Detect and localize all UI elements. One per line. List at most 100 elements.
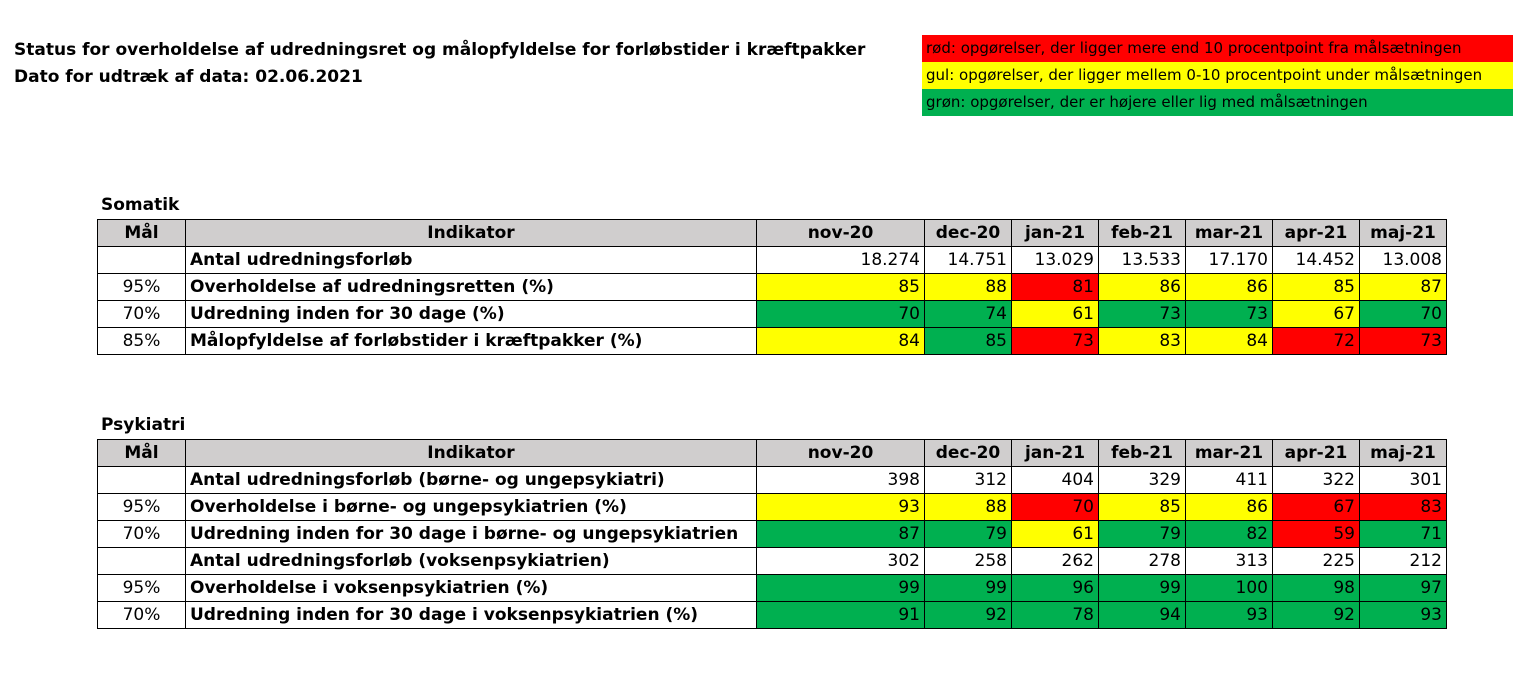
- value-cell: 97: [1359, 574, 1447, 602]
- legend-yellow: gul: opgørelser, der ligger mellem 0-10 …: [922, 62, 1513, 89]
- value-cell: 86: [1185, 493, 1273, 521]
- header-month: jan-21: [1011, 439, 1099, 467]
- value-cell: 18.274: [756, 246, 925, 274]
- value-cell: 85: [756, 273, 925, 301]
- goal-cell: 95%: [97, 273, 186, 301]
- legend-green: grøn: opgørelser, der er højere eller li…: [922, 89, 1513, 116]
- value-cell: 91: [756, 601, 925, 629]
- goal-cell: 95%: [97, 493, 186, 521]
- table-row: 70% Udredning inden for 30 dage (%) 70 74 61…: [97, 300, 1447, 328]
- header-month: dec-20: [924, 439, 1012, 467]
- value-cell: 13.008: [1359, 246, 1447, 274]
- value-cell: 79: [1098, 520, 1186, 548]
- value-cell: 85: [1272, 273, 1360, 301]
- table-row: Antal udredningsforløb (voksenpsykiatrie…: [97, 547, 1447, 575]
- value-cell: 78: [1011, 601, 1099, 629]
- value-cell: 70: [1011, 493, 1099, 521]
- value-cell: 67: [1272, 300, 1360, 328]
- value-cell: 87: [1359, 273, 1447, 301]
- value-cell: 17.170: [1185, 246, 1273, 274]
- indicator-cell: Antal udredningsforløb (voksenpsykiatrie…: [185, 547, 757, 575]
- value-cell: 99: [924, 574, 1012, 602]
- value-cell: 13.029: [1011, 246, 1099, 274]
- psykiatri-table: Mål Indikator nov-20 dec-20 jan-21 feb-21 mar-…: [97, 439, 1447, 629]
- header-month: mar-21: [1185, 219, 1273, 247]
- goal-cell: 85%: [97, 327, 186, 355]
- indicator-cell: Overholdelse i børne- og ungepsykiatrien…: [185, 493, 757, 521]
- header-month: apr-21: [1272, 439, 1360, 467]
- header-row: Mål Indikator nov-20 dec-20 jan-21 feb-21 mar-…: [97, 219, 1447, 247]
- value-cell: 87: [756, 520, 925, 548]
- value-cell: 74: [924, 300, 1012, 328]
- value-cell: 329: [1098, 466, 1186, 494]
- table-row: 70% Udredning inden for 30 dage i børne- …: [97, 520, 1447, 548]
- value-cell: 212: [1359, 547, 1447, 575]
- goal-cell: [97, 466, 186, 494]
- header-month: nov-20: [756, 219, 925, 247]
- table-row: Antal udredningsforløb (børne- og ungeps…: [97, 466, 1447, 494]
- goal-cell: 70%: [97, 520, 186, 548]
- value-cell: 93: [756, 493, 925, 521]
- value-cell: 61: [1011, 520, 1099, 548]
- indicator-cell: Udredning inden for 30 dage i børne- og …: [185, 520, 757, 548]
- value-cell: 278: [1098, 547, 1186, 575]
- value-cell: 92: [1272, 601, 1360, 629]
- goal-cell: [97, 547, 186, 575]
- value-cell: 99: [1098, 574, 1186, 602]
- table-row: 95% Overholdelse i børne- og ungepsykiatr…: [97, 493, 1447, 521]
- goal-cell: 95%: [97, 574, 186, 602]
- header-goal: Mål: [97, 219, 186, 247]
- value-cell: 225: [1272, 547, 1360, 575]
- value-cell: 81: [1011, 273, 1099, 301]
- value-cell: 312: [924, 466, 1012, 494]
- value-cell: 322: [1272, 466, 1360, 494]
- value-cell: 88: [924, 273, 1012, 301]
- value-cell: 14.452: [1272, 246, 1360, 274]
- value-cell: 61: [1011, 300, 1099, 328]
- table-row: 70% Udredning inden for 30 dage i voksenp…: [97, 601, 1447, 629]
- header-month: apr-21: [1272, 219, 1360, 247]
- indicator-cell: Målopfyldelse af forløbstider i kræftpak…: [185, 327, 757, 355]
- value-cell: 258: [924, 547, 1012, 575]
- value-cell: 411: [1185, 466, 1273, 494]
- value-cell: 85: [1098, 493, 1186, 521]
- section-label-psykiatri: Psykiatri: [101, 415, 186, 435]
- color-legend: rød: opgørelser, der ligger mere end 10 …: [922, 35, 1513, 116]
- value-cell: 73: [1359, 327, 1447, 355]
- header-month: feb-21: [1098, 439, 1186, 467]
- value-cell: 313: [1185, 547, 1273, 575]
- value-cell: 73: [1011, 327, 1099, 355]
- header-indicator: Indikator: [185, 439, 757, 467]
- goal-cell: 70%: [97, 300, 186, 328]
- value-cell: 96: [1011, 574, 1099, 602]
- value-cell: 398: [756, 466, 925, 494]
- header-row: Mål Indikator nov-20 dec-20 jan-21 feb-21 mar-…: [97, 439, 1447, 467]
- legend-red: rød: opgørelser, der ligger mere end 10 …: [922, 35, 1513, 62]
- header-month: mar-21: [1185, 439, 1273, 467]
- header-goal: Mål: [97, 439, 186, 467]
- value-cell: 404: [1011, 466, 1099, 494]
- value-cell: 86: [1185, 273, 1273, 301]
- value-cell: 93: [1359, 601, 1447, 629]
- indicator-cell: Udredning inden for 30 dage (%): [185, 300, 757, 328]
- value-cell: 86: [1098, 273, 1186, 301]
- value-cell: 99: [756, 574, 925, 602]
- value-cell: 83: [1359, 493, 1447, 521]
- value-cell: 262: [1011, 547, 1099, 575]
- goal-cell: [97, 246, 186, 274]
- report-title: Status for overholdelse af udredningsret…: [14, 40, 866, 60]
- value-cell: 13.533: [1098, 246, 1186, 274]
- table-row: 95% Overholdelse af udredningsretten (%) 8…: [97, 273, 1447, 301]
- somatik-table: Mål Indikator nov-20 dec-20 jan-21 feb-21 mar-…: [97, 219, 1447, 355]
- value-cell: 88: [924, 493, 1012, 521]
- value-cell: 14.751: [924, 246, 1012, 274]
- indicator-cell: Antal udredningsforløb: [185, 246, 757, 274]
- report-title-block: Status for overholdelse af udredningsret…: [14, 37, 865, 91]
- header-month: maj-21: [1359, 219, 1447, 247]
- value-cell: 92: [924, 601, 1012, 629]
- value-cell: 79: [924, 520, 1012, 548]
- value-cell: 70: [756, 300, 925, 328]
- header-month: nov-20: [756, 439, 925, 467]
- value-cell: 72: [1272, 327, 1360, 355]
- table-row: 85% Målopfyldelse af forløbstider i kræft…: [97, 327, 1447, 355]
